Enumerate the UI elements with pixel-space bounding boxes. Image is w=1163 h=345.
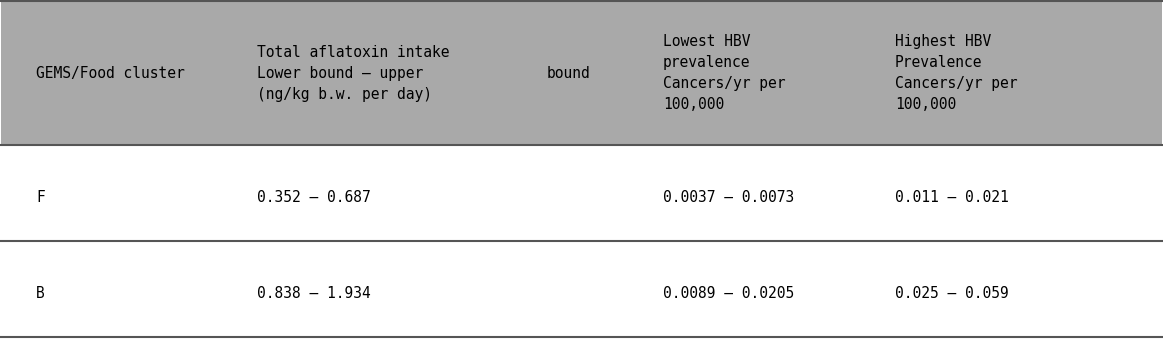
Text: 0.0089 – 0.0205: 0.0089 – 0.0205: [663, 286, 794, 300]
Text: 0.0037 – 0.0073: 0.0037 – 0.0073: [663, 190, 794, 205]
Text: Highest HBV
Prevalence
Cancers/yr per
100,000: Highest HBV Prevalence Cancers/yr per 10…: [894, 34, 1018, 112]
Text: B: B: [36, 286, 45, 300]
Text: Lowest HBV
prevalence
Cancers/yr per
100,000: Lowest HBV prevalence Cancers/yr per 100…: [663, 34, 785, 112]
Text: bound: bound: [547, 66, 591, 81]
Text: 0.025 – 0.059: 0.025 – 0.059: [894, 286, 1008, 300]
Text: 0.838 – 1.934: 0.838 – 1.934: [257, 286, 370, 300]
Bar: [1, 1, 1162, 145]
Text: GEMS/Food cluster: GEMS/Food cluster: [36, 66, 185, 81]
Text: F: F: [36, 190, 45, 205]
Text: 0.011 – 0.021: 0.011 – 0.021: [894, 190, 1008, 205]
Text: 0.352 – 0.687: 0.352 – 0.687: [257, 190, 370, 205]
Text: Total aflatoxin intake
Lower bound – upper
(ng/kg b.w. per day): Total aflatoxin intake Lower bound – upp…: [257, 45, 449, 102]
